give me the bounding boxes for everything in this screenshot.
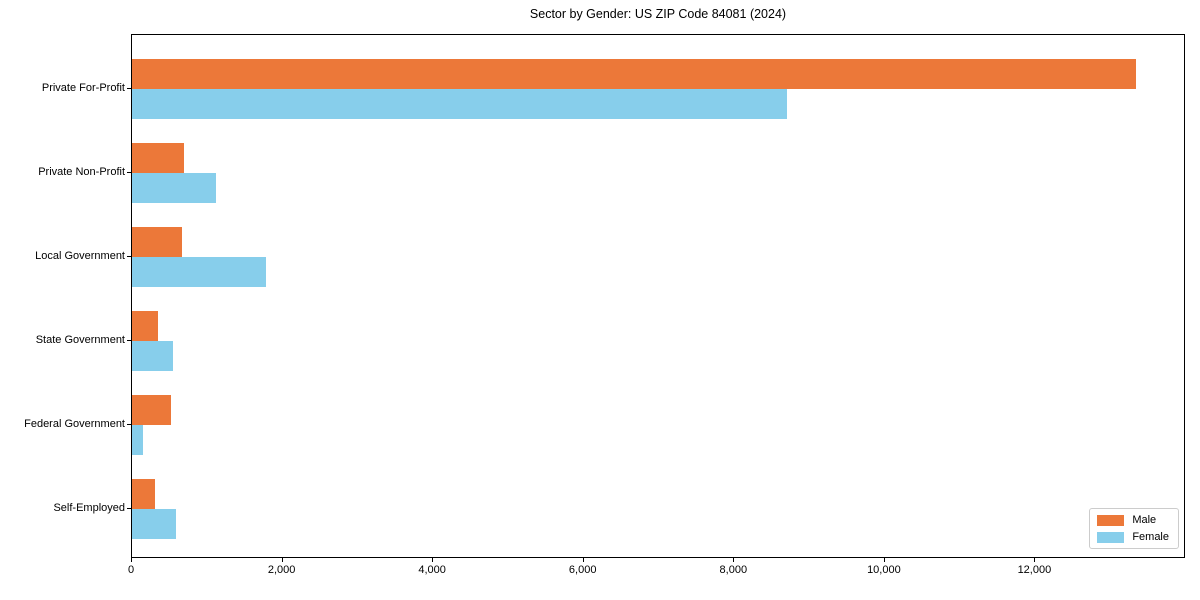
female-series-swatch bbox=[1097, 531, 1125, 543]
x-tick-mark bbox=[883, 558, 885, 562]
male-series-swatch bbox=[1097, 514, 1125, 526]
bar-female-private-non-profit bbox=[132, 173, 216, 203]
x-tick-label-2-000: 2,000 bbox=[267, 564, 296, 576]
legend-item-male: Male bbox=[1097, 514, 1169, 526]
x-tick-mark bbox=[582, 558, 584, 562]
x-tick-label-12-000: 12,000 bbox=[1017, 564, 1052, 576]
plot-area: Male Female bbox=[131, 34, 1185, 558]
x-tick-label-4-000: 4,000 bbox=[418, 564, 446, 576]
y-tick-mark bbox=[127, 256, 131, 257]
x-tick-mark bbox=[733, 558, 735, 562]
x-tick-label-0: 0 bbox=[127, 564, 135, 576]
y-tick-label-self-employed: Self-Employed bbox=[53, 502, 125, 514]
y-tick-label-federal-government: Federal Government bbox=[24, 418, 125, 430]
legend-label-male: Male bbox=[1132, 514, 1157, 526]
y-tick-label-state-government: State Government bbox=[35, 334, 125, 346]
bar-male-private-non-profit bbox=[132, 143, 184, 173]
bar-male-state-government bbox=[132, 311, 159, 341]
y-tick-label-private-for-profit: Private For-Profit bbox=[41, 82, 125, 94]
bar-male-federal-government bbox=[132, 395, 172, 425]
bar-female-private-for-profit bbox=[132, 89, 787, 119]
x-tick-label-6-000: 6,000 bbox=[568, 564, 597, 576]
legend-item-female: Female bbox=[1097, 531, 1169, 543]
bar-female-local-government bbox=[132, 257, 266, 287]
y-tick-mark bbox=[127, 172, 131, 173]
x-tick-mark bbox=[1034, 558, 1036, 562]
bar-male-local-government bbox=[132, 227, 183, 257]
x-tick-mark bbox=[281, 558, 283, 562]
y-tick-mark bbox=[127, 508, 131, 509]
legend: Male Female bbox=[1089, 508, 1179, 549]
y-tick-mark bbox=[127, 340, 131, 341]
chart-title: Sector by Gender: US ZIP Code 84081 (202… bbox=[529, 7, 787, 21]
x-tick-label-10-000: 10,000 bbox=[867, 564, 901, 576]
y-tick-label-private-non-profit: Private Non-Profit bbox=[38, 166, 125, 178]
y-tick-label-local-government: Local Government bbox=[35, 250, 125, 262]
bar-female-federal-government bbox=[132, 425, 143, 455]
x-tick-mark bbox=[432, 558, 434, 562]
y-tick-mark bbox=[127, 424, 131, 425]
x-tick-mark bbox=[131, 558, 132, 562]
x-tick-label-8-000: 8,000 bbox=[719, 564, 748, 576]
bar-male-private-for-profit bbox=[132, 59, 1137, 89]
bar-female-self-employed bbox=[132, 509, 176, 539]
bar-female-state-government bbox=[132, 341, 173, 371]
legend-label-female: Female bbox=[1132, 531, 1169, 543]
bar-male-self-employed bbox=[132, 479, 155, 509]
y-tick-mark bbox=[127, 88, 131, 89]
